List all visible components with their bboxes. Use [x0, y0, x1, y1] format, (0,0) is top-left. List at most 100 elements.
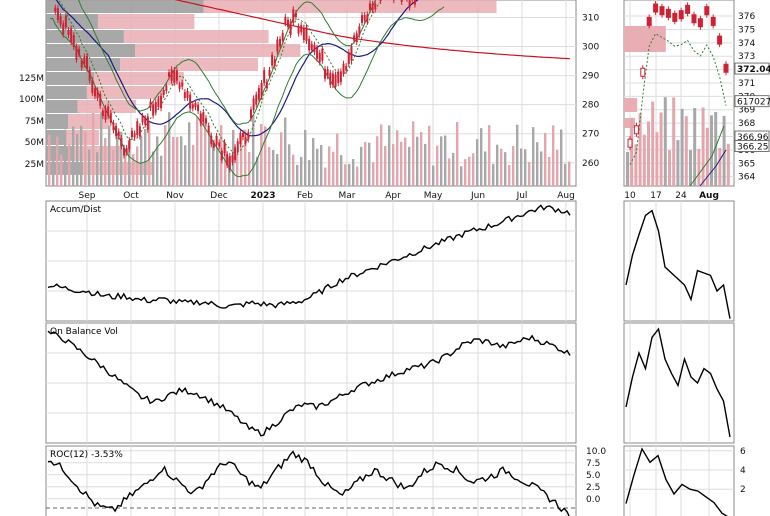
- inset-volume-bar: [680, 108, 684, 186]
- candle-body: [162, 90, 165, 95]
- roc-inset-tick-label: 2: [740, 485, 746, 495]
- inset-day-label: Aug: [699, 191, 719, 201]
- candle-body: [202, 112, 205, 123]
- month-tick-label: Dec: [210, 191, 227, 201]
- candle-body: [157, 99, 160, 108]
- bollinger-upper-line: [77, 0, 376, 125]
- volume-bars: [48, 112, 571, 186]
- inset-volume-bar: [626, 152, 629, 186]
- inset-day-label: 10: [624, 191, 636, 201]
- candle-body: [366, 14, 369, 23]
- volume-bar: [240, 136, 243, 186]
- volume-tick-label: 125M: [19, 74, 44, 84]
- candle-body: [215, 135, 218, 145]
- inset-volume-bar: [697, 148, 701, 186]
- candle-body: [212, 142, 215, 148]
- candle-body: [170, 69, 173, 81]
- month-tick-label: May: [424, 191, 443, 201]
- inset-candle-body: [633, 125, 639, 135]
- volume-bar: [408, 146, 411, 186]
- candle-body: [289, 21, 292, 35]
- volume-bar: [444, 135, 447, 186]
- obv-inset-grid: [629, 323, 710, 443]
- candle-body: [117, 131, 120, 137]
- volume-bar: [208, 131, 211, 186]
- candle-body: [239, 133, 242, 145]
- vbp-bar-gray: [46, 0, 204, 13]
- inset-candle-body: [704, 6, 710, 16]
- volume-bar: [176, 136, 179, 186]
- candle-body: [160, 95, 163, 109]
- volume-bar: [68, 144, 71, 186]
- volume-bar: [104, 137, 107, 186]
- accum-dist-inset-grid: [629, 201, 710, 321]
- candle-body: [149, 101, 152, 108]
- volume-bar: [280, 132, 283, 186]
- volume-bar: [180, 136, 183, 186]
- candle-body: [189, 94, 192, 109]
- volume-bar: [188, 122, 191, 186]
- volume-bar: [424, 143, 427, 186]
- month-tick-label: Jul: [516, 191, 528, 201]
- volume-bar: [248, 151, 251, 186]
- volume-bar: [260, 124, 263, 186]
- volume-bar: [328, 146, 331, 186]
- candle-body: [379, 0, 382, 1]
- candle-body: [226, 154, 229, 166]
- inset-candle-body: [717, 35, 723, 45]
- volume-bar: [540, 151, 543, 186]
- candle-body: [109, 112, 112, 123]
- volume-bar: [528, 161, 531, 186]
- inset-candle-body: [710, 16, 716, 26]
- vbp-bar-gray: [46, 100, 78, 113]
- volume-bar: [320, 145, 323, 186]
- candle-body: [363, 15, 366, 21]
- inset-candle-body: [659, 6, 665, 16]
- volume-bar: [136, 146, 139, 186]
- volume-bar: [356, 166, 359, 186]
- volume-bar: [64, 129, 67, 186]
- volume-bar: [88, 149, 91, 186]
- volume-bar: [48, 134, 51, 186]
- candle-body: [305, 27, 308, 42]
- candle-body: [302, 27, 305, 40]
- volume-bar: [468, 156, 471, 186]
- volume-bar: [392, 144, 395, 186]
- inset-tick-label: 365: [738, 159, 755, 169]
- candle-body: [273, 59, 276, 67]
- volume-bar: [196, 116, 199, 186]
- volume-bar: [156, 136, 159, 186]
- candle-body: [83, 56, 86, 65]
- candle-body: [318, 52, 321, 63]
- candle-body: [249, 109, 252, 119]
- volume-bar: [244, 129, 247, 186]
- candle-body: [294, 12, 297, 17]
- candle-body: [324, 69, 327, 79]
- volume-bar: [376, 136, 379, 186]
- candle-body: [408, 0, 411, 8]
- volume-bar: [520, 148, 523, 186]
- obv-grid: [46, 323, 576, 443]
- roc-inset-line: [625, 447, 729, 516]
- roc-title: ROC(12) -3.53%: [50, 450, 123, 460]
- inset-volume-bar: [659, 112, 663, 186]
- candle-body: [218, 142, 221, 147]
- roc-inset-y-axis: 6 4 2: [740, 447, 746, 495]
- inset-volume-bar: [701, 107, 705, 186]
- volume-bar: [380, 124, 383, 186]
- volume-bar: [488, 125, 491, 186]
- volume-bar: [108, 125, 111, 186]
- candle-body: [297, 26, 300, 34]
- candle-body: [62, 23, 65, 35]
- candle-body: [167, 72, 170, 77]
- candle-body: [263, 70, 266, 84]
- inset-marker-label: 366.96: [737, 133, 769, 143]
- volume-bar: [112, 149, 115, 186]
- vbp-bar-gray: [46, 114, 69, 129]
- month-tick-label: Feb: [297, 191, 313, 201]
- inset-candle-body: [723, 63, 729, 73]
- volume-bar: [288, 144, 291, 186]
- volume-bar: [456, 121, 459, 186]
- vbp-bar-red: [77, 100, 137, 113]
